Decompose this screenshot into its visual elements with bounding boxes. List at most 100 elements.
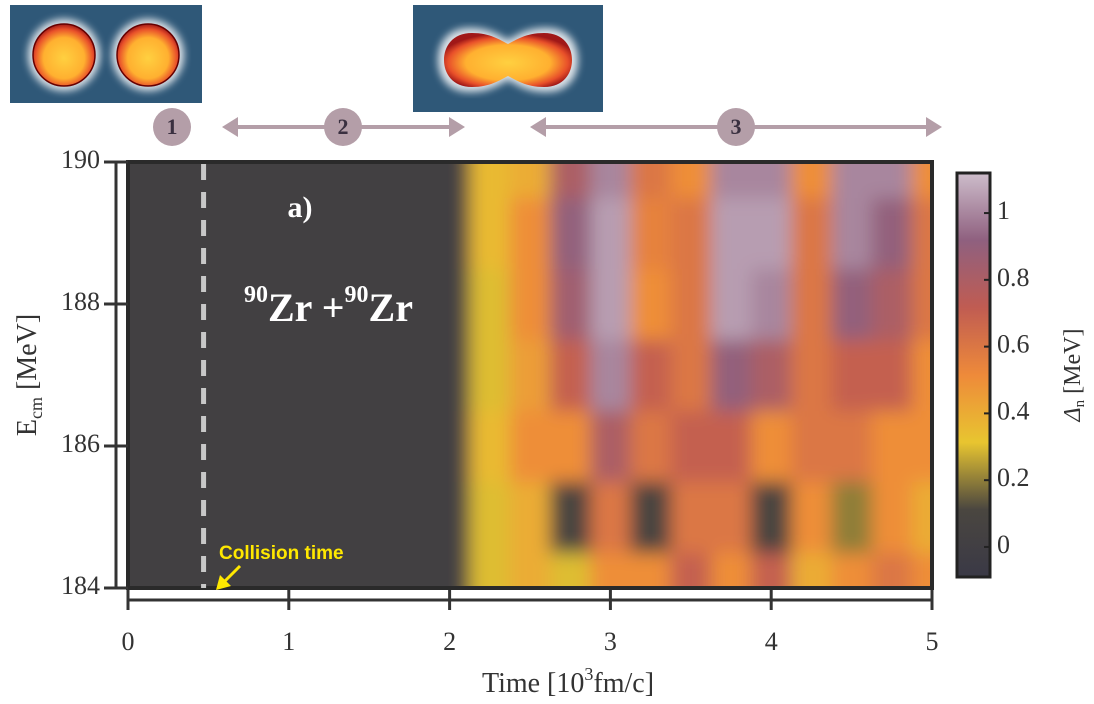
heat-cell: [550, 198, 591, 270]
heat-cell: [188, 340, 229, 412]
heat-cell: [309, 198, 350, 270]
heat-cell: [751, 198, 792, 270]
heat-cell: [470, 553, 511, 629]
heat-cell: [188, 198, 229, 270]
colorbar-tick-label: 0.8: [997, 263, 1030, 292]
heat-cell: [88, 482, 149, 554]
heat-cell: [389, 553, 430, 629]
heat-cell: [349, 340, 390, 412]
heat-cell: [711, 340, 752, 412]
heat-cell: [309, 411, 350, 483]
heat-cell: [510, 553, 551, 629]
heat-cell: [631, 269, 672, 341]
heat-cell: [510, 482, 551, 554]
phase-label: 3: [731, 114, 742, 139]
y-label-sub: cm: [26, 397, 46, 419]
heat-cell: [671, 553, 712, 629]
heat-cell: [88, 340, 149, 412]
x-tick-label: 0: [122, 627, 135, 656]
heat-cell: [510, 340, 551, 412]
heat-cell: [269, 411, 310, 483]
x-tick-label: 5: [926, 627, 939, 656]
heat-cell: [389, 482, 430, 554]
nuclei-before: [10, 5, 202, 103]
heat-cell: [430, 340, 471, 412]
y-tick-label: 188: [61, 287, 100, 316]
heat-cell: [430, 198, 471, 270]
colorbar-tick-label: 0.6: [997, 330, 1030, 359]
heat-cell: [671, 269, 712, 341]
heat-cell: [550, 482, 591, 554]
x-label-tail: fm/c]: [593, 668, 654, 699]
heat-cell: [510, 269, 551, 341]
heat-cell: [550, 553, 591, 629]
heat-cell: [349, 411, 390, 483]
nuclei-merged: [413, 5, 603, 112]
heat-cell: [711, 269, 752, 341]
phase-label: 2: [338, 114, 349, 139]
heat-cell: [791, 482, 832, 554]
heat-cell: [470, 411, 511, 483]
heat-cell: [711, 411, 752, 483]
heat-cell: [188, 411, 229, 483]
heat-cell: [671, 482, 712, 554]
heat-cell: [711, 198, 752, 270]
y-axis-label: Ecm [MeV]: [12, 314, 46, 436]
heat-cell: [791, 269, 832, 341]
heat-cell: [832, 553, 873, 629]
colorbar-label: Δn [MeV]: [1060, 329, 1089, 423]
heat-cell: [309, 340, 350, 412]
heat-cell: [229, 198, 270, 270]
mass-number: 90: [345, 282, 369, 308]
heat-cell: [470, 269, 511, 341]
colorbar-tick-label: 0.4: [997, 396, 1030, 425]
y-tick-label: 190: [61, 145, 100, 174]
heat-cell: [872, 340, 913, 412]
heat-cell: [751, 482, 792, 554]
heat-cell: [711, 482, 752, 554]
x-label-text: Time [10: [482, 668, 584, 699]
colorbar-tick-label: 1: [997, 196, 1010, 225]
colorbar-tick-label: 0.2: [997, 463, 1030, 492]
heat-cell: [631, 411, 672, 483]
heat-cell: [550, 269, 591, 341]
mass-number: 90: [244, 282, 268, 308]
heat-cell: [188, 269, 229, 341]
heat-cell: [590, 482, 631, 554]
heat-cell: [510, 198, 551, 270]
heat-cell: [590, 340, 631, 412]
heat-cell: [590, 198, 631, 270]
heat-cell: [389, 340, 430, 412]
y-label-text: E: [12, 419, 43, 436]
heat-cell: [671, 411, 712, 483]
heat-cell: [832, 269, 873, 341]
colorbar-tick-label: 0: [997, 530, 1010, 559]
heat-cell: [590, 411, 631, 483]
element: Zr: [369, 285, 413, 330]
heat-cell: [671, 340, 712, 412]
y-tick-label: 184: [61, 571, 100, 600]
heat-cell: [510, 411, 551, 483]
reaction-label: 90Zr +90Zr: [244, 282, 413, 331]
chart: 1 2 3 01234518418618819000.20.40.60.81 a…: [0, 0, 1094, 704]
heat-cell: [872, 411, 913, 483]
heat-cell: [832, 198, 873, 270]
heat-cell: [832, 340, 873, 412]
heat-cell: [832, 482, 873, 554]
heat-cell: [550, 411, 591, 483]
heat-cell: [430, 482, 471, 554]
x-tick-label: 4: [765, 627, 778, 656]
x-tick-label: 3: [604, 627, 617, 656]
heat-cell: [791, 340, 832, 412]
heat-cell: [148, 269, 189, 341]
heat-cell: [389, 198, 430, 270]
heat-cell: [470, 340, 511, 412]
heat-cell: [148, 198, 189, 270]
heat-cell: [550, 340, 591, 412]
c-label-text: Δ: [1060, 407, 1086, 422]
heat-cell: [872, 553, 913, 629]
heat-cell: [148, 340, 189, 412]
heat-cell: [349, 198, 390, 270]
heat-cell: [631, 482, 672, 554]
heat-cell: [88, 198, 149, 270]
